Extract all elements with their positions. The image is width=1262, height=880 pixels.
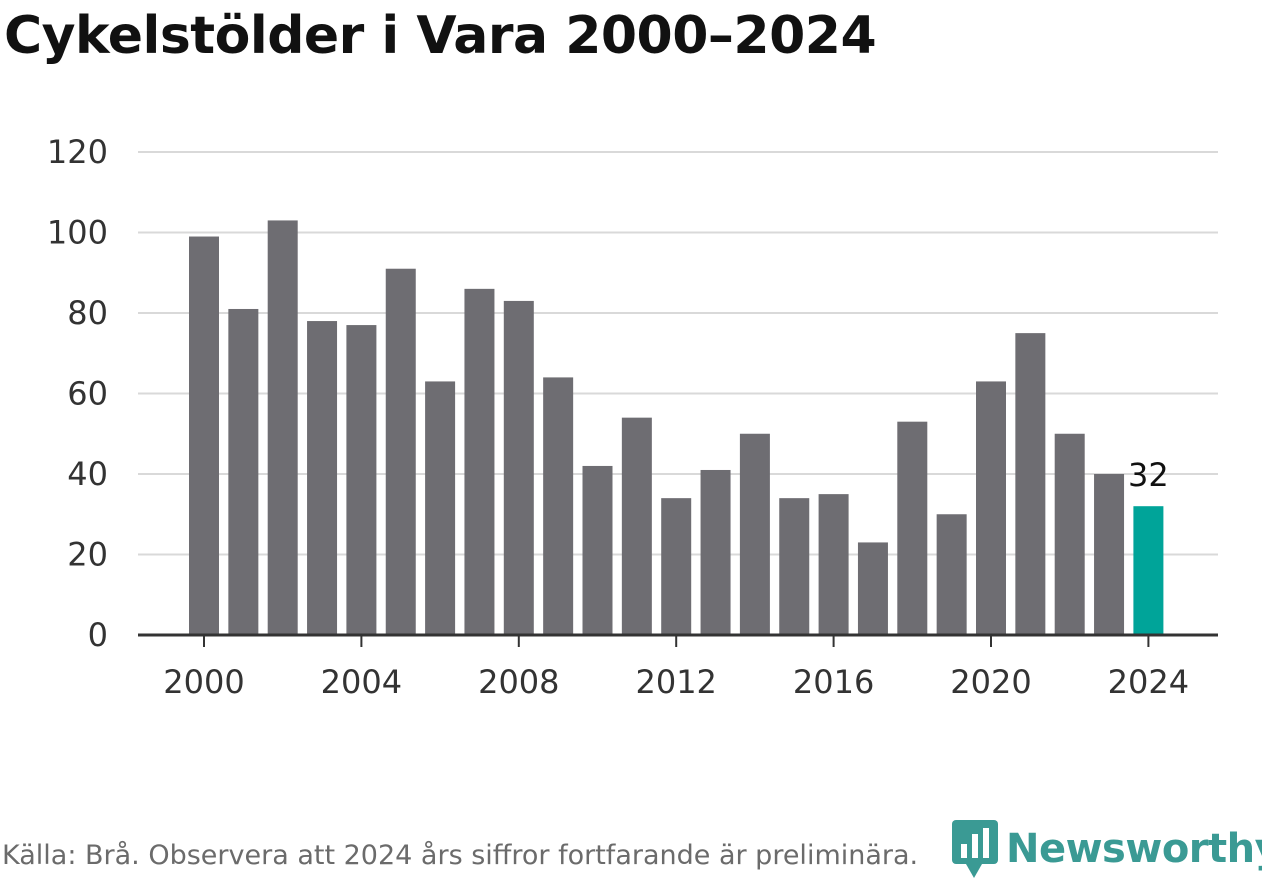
bar-2023	[1094, 474, 1125, 635]
bar-2014	[739, 433, 770, 635]
bar-2007	[464, 288, 495, 635]
bar-2000	[189, 236, 219, 635]
y-tick-label: 40	[67, 455, 108, 493]
y-tick-label: 0	[88, 616, 108, 654]
bar-2011	[621, 417, 652, 635]
bar-2010	[582, 465, 613, 635]
bar-2015	[779, 498, 810, 635]
x-tick-label: 2020	[950, 663, 1031, 701]
bar-2002	[267, 220, 298, 636]
bar-2005	[385, 268, 416, 635]
x-tick-label: 2016	[793, 663, 874, 701]
chart-title: Cykelstölder i Vara 2000–2024	[4, 6, 877, 66]
newsworthy-logo-icon	[952, 820, 998, 878]
bar-2008	[503, 300, 534, 635]
bar-2009	[543, 377, 574, 635]
x-tick-label: 2012	[635, 663, 716, 701]
bar-2020	[976, 381, 1006, 635]
source-note: Källa: Brå. Observera att 2024 års siffr…	[2, 840, 919, 871]
x-tick-label: 2008	[478, 663, 559, 701]
y-tick-label: 20	[67, 536, 108, 574]
x-tick-label: 2000	[163, 663, 244, 701]
bar-2004	[346, 325, 377, 635]
data-label: 32	[1128, 456, 1169, 494]
y-tick-label: 60	[67, 375, 108, 413]
y-tick-label: 120	[47, 133, 108, 171]
bar-2013	[700, 469, 731, 635]
bar-2016	[818, 494, 849, 635]
bar-2001	[228, 308, 259, 635]
bar-2024	[1133, 506, 1164, 635]
bar-2021	[1015, 333, 1046, 635]
y-tick-label: 80	[67, 294, 108, 332]
bar-2022	[1054, 433, 1085, 635]
bar-2019	[936, 514, 967, 635]
brand-name: Newsworthy	[1006, 826, 1262, 872]
bar-2018	[897, 421, 928, 635]
y-tick-label: 100	[47, 214, 108, 252]
newsworthy-logo: Newsworthy	[950, 818, 1262, 880]
x-tick-label: 2004	[321, 663, 402, 701]
bar-2006	[425, 381, 456, 635]
x-tick-label: 2024	[1108, 663, 1189, 701]
bar-2003	[307, 321, 338, 635]
bar-2017	[857, 542, 888, 635]
bar-2012	[661, 498, 692, 635]
